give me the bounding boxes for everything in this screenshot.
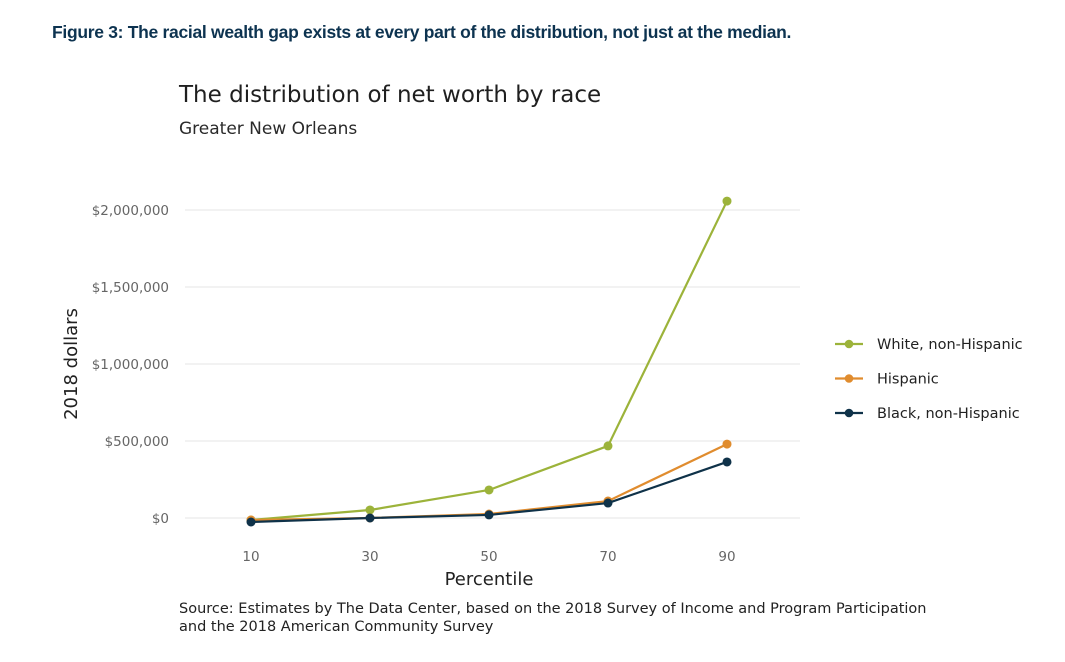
legend-swatch-point — [844, 374, 854, 383]
x-tick-label: 30 — [361, 549, 378, 565]
data-point — [246, 517, 256, 527]
gridlines — [185, 209, 800, 519]
source-line-2: and the 2018 American Community Survey — [179, 619, 494, 635]
y-tick-label: $2,000,000 — [92, 203, 169, 219]
y-tick-label: $1,500,000 — [92, 280, 169, 296]
y-tick-label: $500,000 — [105, 434, 169, 450]
y-tick-label: $0 — [152, 511, 169, 527]
data-point — [365, 513, 375, 523]
data-point — [603, 498, 613, 508]
series-black-non-hispanic — [246, 457, 732, 527]
data-point — [722, 457, 732, 467]
source-line-1: Source: Estimates by The Data Center, ba… — [179, 601, 927, 617]
series-line — [250, 200, 728, 522]
x-axis-ticks: 10 30 50 70 90 — [242, 549, 735, 565]
legend-item: White, non-Hispanic — [835, 337, 1023, 353]
x-tick-label: 10 — [242, 549, 259, 565]
series-white-non-hispanic — [246, 196, 732, 525]
legend-label: White, non-Hispanic — [877, 337, 1023, 353]
data-point — [484, 510, 494, 520]
x-tick-label: 70 — [599, 549, 616, 565]
x-tick-label: 50 — [480, 549, 497, 565]
figure-caption: Figure 3: The racial wealth gap exists a… — [52, 22, 792, 42]
legend-label: Black, non-Hispanic — [877, 406, 1020, 422]
x-axis-title: Percentile — [445, 569, 534, 590]
series-lines — [246, 196, 732, 527]
data-point — [603, 441, 613, 451]
legend: White, non-Hispanic Hispanic Black, non-Hi… — [835, 337, 1023, 422]
data-point — [484, 485, 494, 495]
source-note: Source: Estimates by The Data Center, ba… — [179, 600, 979, 636]
data-point — [722, 196, 732, 206]
legend-label: Hispanic — [877, 372, 939, 388]
legend-swatch-point — [844, 339, 854, 349]
data-point — [365, 505, 375, 515]
legend-item: Hispanic — [835, 372, 939, 388]
y-axis-ticks: $0 $500,000 $1,000,000 $1,500,000 $2,000,000 — [92, 203, 169, 527]
y-axis-title: 2018 dollars — [61, 308, 82, 420]
series-line — [250, 443, 728, 522]
y-tick-label: $1,000,000 — [92, 357, 169, 373]
legend-item: Black, non-Hispanic — [835, 406, 1020, 422]
x-tick-label: 90 — [718, 549, 735, 565]
data-point — [722, 439, 732, 449]
chart-subtitle: Greater New Orleans — [179, 119, 358, 139]
chart-title: The distribution of net worth by race — [179, 82, 602, 108]
legend-swatch-point — [844, 408, 854, 418]
